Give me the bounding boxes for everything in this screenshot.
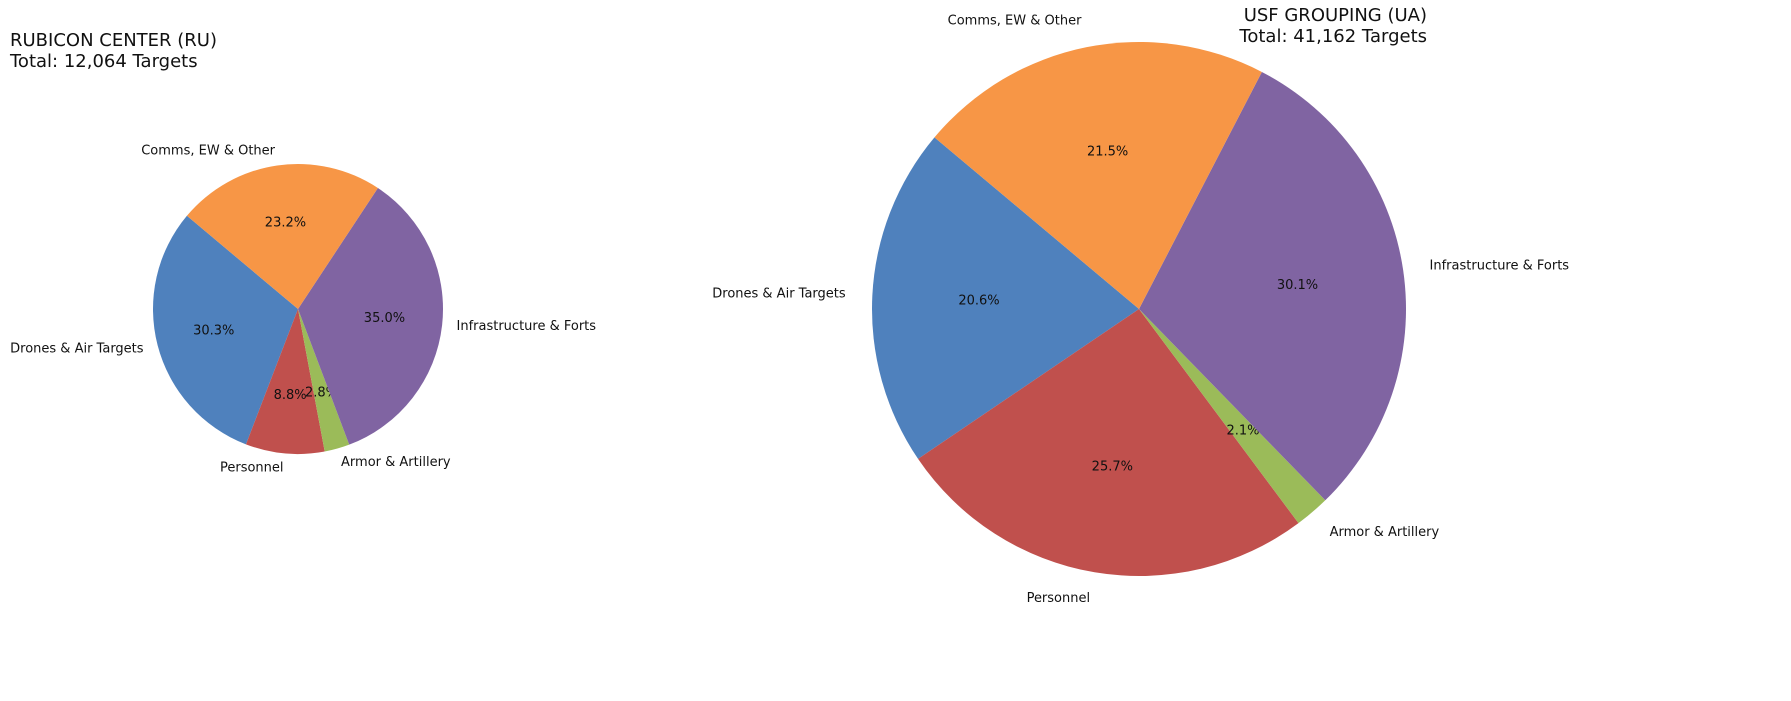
slice-label: Comms, EW & Other: [948, 13, 1082, 28]
pie-slice: [298, 187, 444, 445]
pie-slice: [245, 309, 325, 454]
value-label: 35.0%: [364, 311, 405, 326]
pie-slice: [298, 309, 350, 452]
chart-title: USF GROUPING (UA): [1244, 5, 1427, 26]
slice-label: Comms, EW & Other: [141, 144, 275, 159]
pie-slice: [934, 42, 1262, 309]
chart-title: RUBICON CENTER (RU): [10, 30, 217, 51]
pie-slice: [1139, 71, 1406, 501]
pie-slice: [186, 163, 378, 309]
pie-slice: [871, 137, 1139, 459]
value-label: 30.1%: [1277, 278, 1318, 293]
value-label: 2.1%: [1226, 423, 1259, 438]
pie-slice: [918, 309, 1299, 577]
value-label: 8.8%: [274, 388, 307, 403]
slice-label: Personnel: [220, 460, 284, 475]
slice-label: Armor & Artillery: [1330, 525, 1440, 540]
pie-slice: [152, 215, 298, 445]
value-label: 25.7%: [1092, 459, 1133, 474]
slice-label: Drones & Air Targets: [712, 287, 846, 302]
slice-label: Drones & Air Targets: [10, 341, 144, 356]
value-label: 30.3%: [193, 323, 234, 338]
slice-label: Personnel: [1027, 591, 1091, 606]
slice-label: Infrastructure & Forts: [1430, 258, 1570, 273]
slice-label: Armor & Artillery: [341, 455, 451, 470]
slice-label: Infrastructure & Forts: [457, 319, 597, 334]
value-label: 21.5%: [1087, 144, 1128, 159]
value-label: 20.6%: [958, 293, 999, 308]
value-label: 23.2%: [265, 215, 306, 230]
pie-slice: [1139, 309, 1326, 524]
chart-subtitle: Total: 12,064 Targets: [9, 51, 198, 72]
chart-subtitle: Total: 41,162 Targets: [1238, 26, 1427, 47]
